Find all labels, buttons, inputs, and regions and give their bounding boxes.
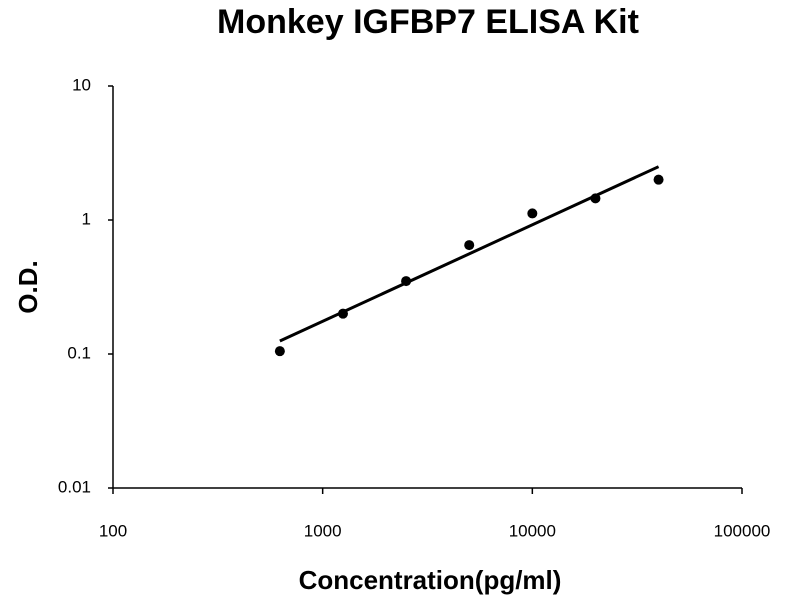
data-point bbox=[590, 193, 601, 204]
x-tick-label: 10000 bbox=[509, 521, 556, 540]
y-tick-label: 10 bbox=[72, 75, 91, 94]
x-tick-label: 100 bbox=[99, 521, 127, 540]
x-tick-label: 100000 bbox=[714, 521, 771, 540]
data-point bbox=[464, 240, 475, 251]
trendline bbox=[279, 165, 660, 343]
data-point bbox=[653, 174, 664, 185]
data-point bbox=[401, 276, 412, 287]
data-point bbox=[527, 208, 538, 219]
y-tick-label: 0.1 bbox=[67, 343, 91, 362]
x-axis-title: Concentration(pg/ml) bbox=[299, 565, 562, 595]
y-tick-label: 0.01 bbox=[58, 477, 91, 496]
chart-title: Monkey IGFBP7 ELISA Kit bbox=[217, 3, 639, 41]
x-tick-label: 1000 bbox=[304, 521, 342, 540]
y-axis-title: O.D. bbox=[13, 260, 43, 313]
data-point bbox=[337, 308, 348, 319]
data-point bbox=[274, 346, 285, 357]
y-tick-label: 1 bbox=[82, 209, 91, 228]
